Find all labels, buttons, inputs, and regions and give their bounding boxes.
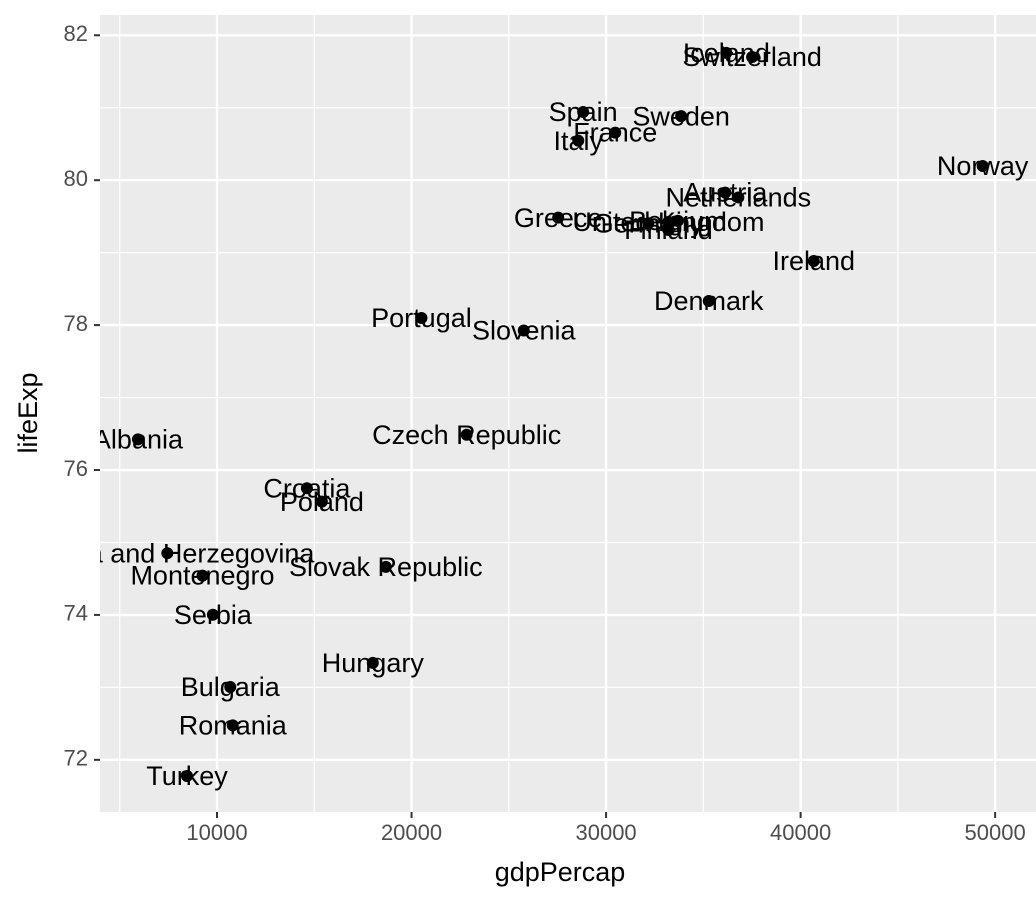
panel <box>100 15 1036 812</box>
point-label: Serbia <box>174 600 253 630</box>
x-tick-label: 10000 <box>186 820 247 845</box>
y-tick-label: 82 <box>64 21 88 46</box>
y-tick-label: 72 <box>64 746 88 771</box>
point <box>460 428 473 441</box>
point <box>577 106 590 119</box>
point-label: United Kingdom <box>572 207 764 237</box>
point-label: Slovenia <box>472 316 577 346</box>
y-tick-label: 74 <box>64 601 88 626</box>
point-label: Denmark <box>654 286 764 316</box>
point <box>976 159 989 172</box>
point-label: Slovak Republic <box>289 552 483 582</box>
point-label: Romania <box>179 710 288 740</box>
x-tick-label: 40000 <box>770 820 831 845</box>
point <box>300 482 313 495</box>
point-label: Iceland <box>683 38 770 68</box>
point <box>732 191 745 204</box>
point <box>131 433 144 446</box>
point <box>206 608 219 621</box>
point <box>552 211 565 224</box>
y-tick-label: 78 <box>64 311 88 336</box>
point <box>807 254 820 267</box>
point-label: Germany <box>593 208 705 238</box>
point <box>642 217 655 230</box>
point-label: Sweden <box>632 101 730 131</box>
x-tick-label: 20000 <box>381 820 442 845</box>
point <box>671 214 684 227</box>
point-label: Netherlands <box>666 183 812 213</box>
point-label: Turkey <box>146 761 228 791</box>
point <box>609 126 622 139</box>
point-label: Bosnia and Herzegovina <box>20 538 315 568</box>
point <box>720 46 733 59</box>
axes: 10000 20000 30000 40000 50000 72 74 76 78 80 82 <box>64 21 1026 845</box>
point <box>517 324 530 337</box>
point <box>415 312 428 325</box>
y-axis-title: lifeExp <box>13 372 43 453</box>
point-label: Czech Republic <box>372 420 561 450</box>
point-label: Austria <box>683 178 768 208</box>
point <box>161 547 174 560</box>
point-label: Bulgaria <box>181 672 281 702</box>
x-axis-title: gdpPercap <box>495 857 626 887</box>
x-tick-label: 50000 <box>965 820 1026 845</box>
point <box>572 134 585 147</box>
point-label: Greece <box>514 203 603 233</box>
point <box>379 560 392 573</box>
point <box>366 656 379 669</box>
point-label: Hungary <box>322 648 425 678</box>
point <box>719 186 732 199</box>
point-label: Poland <box>280 487 364 517</box>
point-label: Albania <box>93 424 184 454</box>
point <box>315 495 328 508</box>
grid <box>100 15 1036 812</box>
point-label: Ireland <box>772 246 855 276</box>
point-label: Portugal <box>371 303 472 333</box>
y-tick-label: 80 <box>64 166 88 191</box>
point-label: Norway <box>937 151 1029 181</box>
point <box>226 719 239 732</box>
point <box>675 110 688 123</box>
point-label: Finland <box>624 215 713 245</box>
point <box>662 215 675 228</box>
point <box>746 50 759 63</box>
point <box>181 769 194 782</box>
y-tick-label: 76 <box>64 456 88 481</box>
point <box>224 681 237 694</box>
point-label: Montenegro <box>130 561 274 591</box>
point-label: Croatia <box>263 473 351 503</box>
point-label: Italy <box>553 126 603 156</box>
point <box>702 295 715 308</box>
point <box>196 569 209 582</box>
point-label: Switzerland <box>682 42 822 72</box>
point-label: France <box>573 118 657 148</box>
point-label: Belgium <box>629 206 727 236</box>
point-label: Spain <box>549 97 618 127</box>
x-tick-label: 30000 <box>575 820 636 845</box>
